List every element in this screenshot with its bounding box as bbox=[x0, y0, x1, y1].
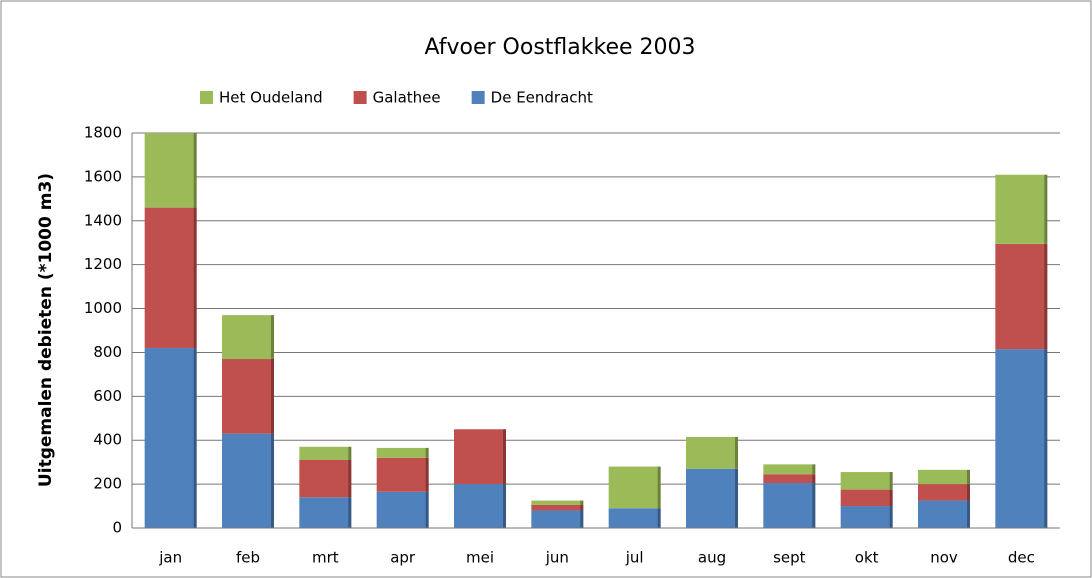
bar-segment bbox=[376, 447, 429, 458]
legend-swatch bbox=[471, 91, 485, 104]
bar-shadow bbox=[812, 464, 816, 475]
bar-segment bbox=[918, 469, 970, 485]
x-tick-label: apr bbox=[390, 549, 416, 567]
bar-segment bbox=[995, 349, 1048, 528]
bar-segment bbox=[763, 483, 816, 528]
y-tick-label: 0 bbox=[112, 519, 122, 537]
bar-shadow bbox=[193, 133, 197, 208]
x-tick-label: mrt bbox=[312, 549, 339, 567]
bar-segment bbox=[144, 348, 197, 528]
bar-shadow bbox=[812, 483, 816, 528]
y-tick-label: 1800 bbox=[84, 124, 122, 142]
bar-shadow bbox=[812, 474, 816, 484]
bar-shadow bbox=[889, 472, 893, 490]
bar-shadow bbox=[580, 504, 584, 511]
bar-segment bbox=[531, 500, 584, 505]
bar-shadow bbox=[657, 466, 661, 509]
legend-label: Galathee bbox=[373, 89, 441, 107]
bar-shadow bbox=[735, 436, 738, 469]
y-tick-label: 400 bbox=[93, 431, 122, 449]
bar-shadow bbox=[967, 484, 970, 501]
legend-swatch bbox=[200, 91, 213, 104]
bar-segment bbox=[763, 464, 816, 475]
bar-segment bbox=[299, 446, 352, 460]
x-tick-label: mei bbox=[466, 549, 494, 567]
legend-label: Het Oudeland bbox=[219, 89, 323, 107]
bar-segment bbox=[222, 315, 274, 360]
bar-segment bbox=[144, 207, 197, 349]
x-tick-label: aug bbox=[698, 549, 726, 567]
bar-shadow bbox=[503, 429, 506, 485]
bar-shadow bbox=[425, 491, 429, 528]
x-tick-label: sept bbox=[773, 549, 806, 567]
bar-segment bbox=[376, 457, 429, 492]
bar-segment bbox=[376, 491, 429, 528]
y-tick-label: 1000 bbox=[84, 299, 122, 317]
bar-segment bbox=[299, 459, 352, 498]
y-tick-label: 1600 bbox=[84, 167, 122, 185]
x-tick-label: feb bbox=[236, 549, 260, 567]
bar-shadow bbox=[271, 315, 274, 360]
bar-segment bbox=[686, 436, 738, 469]
bar-segment bbox=[918, 484, 970, 501]
y-tick-label: 1400 bbox=[84, 211, 122, 229]
bar-shadow bbox=[967, 500, 970, 528]
bar-shadow bbox=[271, 359, 274, 434]
bar-segment bbox=[840, 506, 893, 528]
bar-shadow bbox=[425, 447, 429, 458]
x-tick-label: jul bbox=[625, 549, 644, 567]
y-tick-label: 600 bbox=[93, 387, 122, 405]
bar-shadow bbox=[348, 497, 352, 528]
bar-shadow bbox=[425, 457, 429, 492]
bar-shadow bbox=[348, 459, 352, 498]
bar-segment bbox=[686, 468, 738, 528]
bar-segment bbox=[608, 466, 661, 509]
legend-swatch bbox=[353, 91, 367, 104]
x-tick-label: dec bbox=[1008, 549, 1035, 567]
x-tick-label: jun bbox=[545, 549, 569, 567]
y-tick-label: 1200 bbox=[84, 255, 122, 273]
bar-shadow bbox=[657, 508, 661, 528]
y-axis-label: Uitgemalen debieten (*1000 m3) bbox=[36, 173, 56, 487]
bar-segment bbox=[995, 243, 1048, 350]
bar-shadow bbox=[580, 500, 584, 505]
bar-shadow bbox=[193, 348, 197, 528]
bar-shadow bbox=[348, 446, 352, 460]
chart-title: Afvoer Oostflakkee 2003 bbox=[424, 35, 695, 60]
bar-shadow bbox=[580, 510, 584, 528]
bar-shadow bbox=[889, 506, 893, 528]
bar-segment bbox=[299, 497, 352, 528]
bar-segment bbox=[454, 429, 506, 485]
bar-segment bbox=[608, 508, 661, 528]
bar-shadow bbox=[1044, 243, 1048, 350]
bar-segment bbox=[222, 433, 274, 528]
bar-segment bbox=[531, 504, 584, 511]
bar-segment bbox=[144, 133, 197, 208]
x-tick-label: nov bbox=[930, 549, 958, 567]
bar-segment bbox=[840, 489, 893, 507]
x-tick-label: jan bbox=[158, 549, 182, 567]
y-tick-label: 200 bbox=[93, 475, 122, 493]
bar-segment bbox=[995, 174, 1048, 244]
y-tick-label: 800 bbox=[93, 343, 122, 361]
bar-shadow bbox=[503, 484, 506, 528]
bar-segment bbox=[918, 500, 970, 528]
bar-shadow bbox=[1044, 174, 1048, 244]
bar-segment bbox=[840, 472, 893, 490]
bar-shadow bbox=[193, 207, 197, 349]
bar-shadow bbox=[735, 468, 738, 528]
bar-segment bbox=[222, 359, 274, 434]
bar-segment bbox=[763, 474, 816, 484]
bar-shadow bbox=[1044, 349, 1048, 528]
bar-shadow bbox=[967, 469, 970, 485]
bar-segment bbox=[531, 510, 584, 528]
bar-shadow bbox=[271, 433, 274, 528]
bar-shadow bbox=[889, 489, 893, 507]
bar-segment bbox=[454, 484, 506, 528]
x-tick-label: okt bbox=[855, 549, 879, 567]
legend-label: De Eendracht bbox=[491, 89, 593, 107]
